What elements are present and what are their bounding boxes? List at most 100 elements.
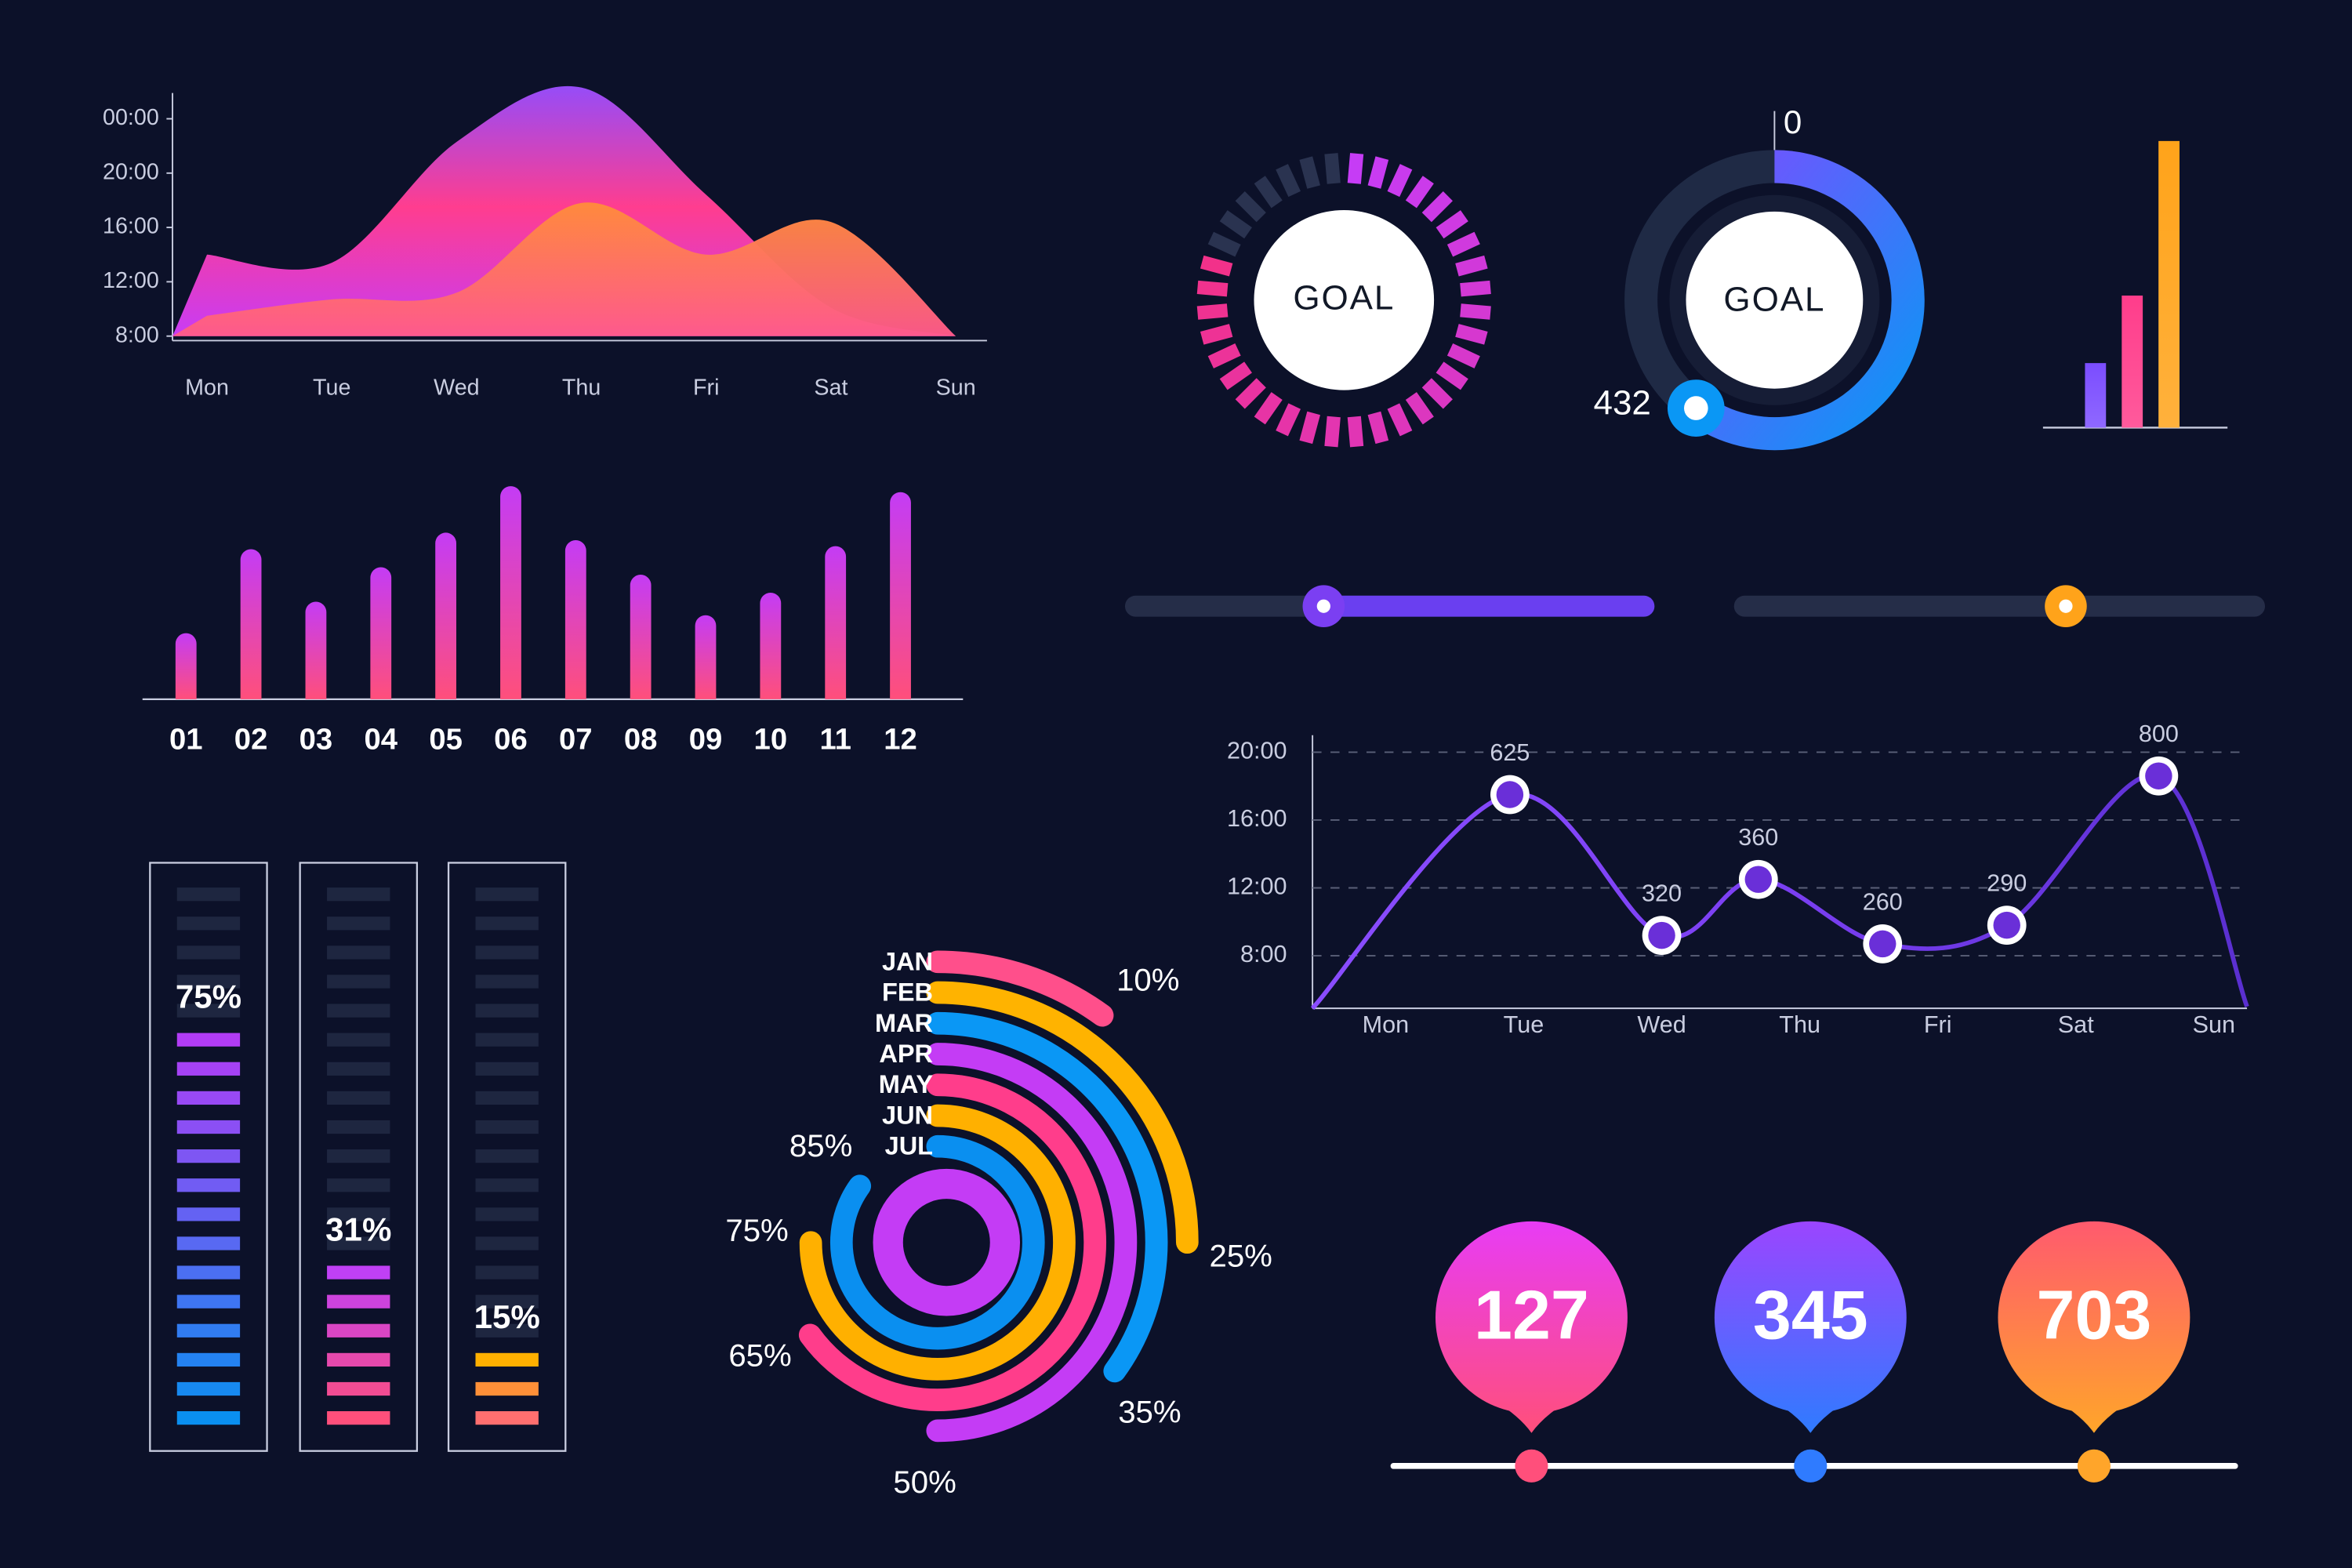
percent-label: 75% xyxy=(725,1213,788,1248)
radial-arc xyxy=(926,1043,1138,1443)
point-label: 320 xyxy=(1642,880,1682,907)
level-segment xyxy=(176,1236,241,1250)
gauge-value: 432 xyxy=(1593,383,1650,422)
point xyxy=(1744,866,1773,893)
gauge-segment xyxy=(1405,176,1434,209)
level-segment xyxy=(176,887,241,902)
level-segment xyxy=(176,916,241,931)
pin-value: 127 xyxy=(1474,1276,1589,1353)
bar xyxy=(564,539,586,699)
gauge-segment xyxy=(1421,378,1453,409)
y-tick-label: 20:00 xyxy=(103,159,159,184)
gauge-segment xyxy=(1324,416,1341,448)
gauge-segment xyxy=(1196,303,1229,320)
x-tick-label: Fri xyxy=(693,375,719,400)
y-tick-label: 12:00 xyxy=(103,268,159,293)
gauge-segment xyxy=(1455,255,1488,277)
level-segment xyxy=(327,1323,390,1338)
pin-tip xyxy=(1741,1383,1880,1433)
level-segment xyxy=(475,1062,539,1076)
bar xyxy=(825,546,847,699)
level-segment xyxy=(176,1091,241,1105)
level-segment xyxy=(327,1411,390,1425)
pin-tip xyxy=(1462,1383,1601,1433)
level-segment xyxy=(327,1178,390,1192)
goal-label: GOAL xyxy=(1723,280,1825,318)
gauge-start-label: 0 xyxy=(1784,103,1802,140)
x-tick-label: Tue xyxy=(313,375,350,400)
level-segment xyxy=(176,1352,241,1367)
level-segment xyxy=(475,1352,539,1367)
pin-value: 345 xyxy=(1753,1276,1868,1353)
gauge-segment xyxy=(1405,392,1434,425)
gauge-segment xyxy=(1421,191,1453,223)
level-segment xyxy=(475,1004,539,1018)
bar xyxy=(305,601,327,699)
level-segment xyxy=(475,1120,539,1134)
gauge-segment xyxy=(1446,231,1480,257)
level-label: 15% xyxy=(474,1298,540,1335)
goal-label: GOAL xyxy=(1293,278,1395,317)
point xyxy=(1869,930,1896,958)
gauge-segment xyxy=(1235,378,1266,409)
y-tick-label: 8:00 xyxy=(115,322,159,347)
timeline-dot xyxy=(1515,1449,1548,1483)
gauge-segment xyxy=(1436,361,1468,390)
radial-arc xyxy=(926,981,1199,1254)
level-segment xyxy=(176,1004,241,1018)
gauge-segment xyxy=(1219,361,1252,390)
gauge-segment xyxy=(1347,153,1364,184)
percent-label: 65% xyxy=(728,1338,791,1373)
level-label: 75% xyxy=(176,978,241,1015)
level-segment xyxy=(327,1294,390,1308)
y-tick-label: 00:00 xyxy=(103,105,159,130)
radial-arc xyxy=(926,1011,1168,1383)
level-segment xyxy=(176,946,241,960)
x-tick-label: Mon xyxy=(185,375,229,400)
level-segment xyxy=(176,975,241,989)
level-segment xyxy=(327,1352,390,1367)
x-tick-label: 11 xyxy=(819,723,851,757)
level-segment xyxy=(475,887,539,902)
level-segment xyxy=(176,1381,241,1396)
level-segment xyxy=(327,975,390,989)
level-segment xyxy=(475,975,539,989)
gauge-segment xyxy=(1200,324,1233,345)
bar xyxy=(2122,296,2143,428)
gauge-segment xyxy=(1460,303,1491,320)
level-segment xyxy=(327,1149,390,1163)
level-segment xyxy=(176,1265,241,1279)
level-label: 31% xyxy=(325,1211,391,1248)
percent-label: 50% xyxy=(893,1465,956,1500)
percent-label: 35% xyxy=(1118,1395,1181,1430)
point-label: 290 xyxy=(1987,870,2027,897)
month-label: JUL xyxy=(885,1132,933,1160)
radial-arc xyxy=(799,1104,1076,1381)
bar xyxy=(695,615,717,699)
bar xyxy=(760,592,782,699)
point xyxy=(1496,781,1524,808)
level-segment xyxy=(327,1033,390,1047)
x-tick-label: Sat xyxy=(2058,1011,2094,1038)
level-segment xyxy=(475,1265,539,1279)
level-segment xyxy=(327,887,390,902)
level-segment xyxy=(176,1033,241,1047)
level-segment xyxy=(176,1323,241,1338)
x-tick-label: 03 xyxy=(299,723,333,757)
level-segment xyxy=(475,916,539,931)
x-tick-label: Wed xyxy=(434,375,479,400)
level-segment xyxy=(176,1411,241,1425)
level-segment xyxy=(327,1004,390,1018)
x-tick-label: Sun xyxy=(2193,1011,2235,1038)
x-tick-label: 09 xyxy=(689,723,723,757)
bar xyxy=(2085,363,2107,428)
goal-circle xyxy=(1254,209,1435,390)
gauge-segment xyxy=(1387,164,1413,198)
x-tick-label: Fri xyxy=(1924,1011,1952,1038)
gauge-progress xyxy=(1686,150,1925,451)
gauge-segment xyxy=(1460,280,1491,297)
gauge-segment xyxy=(1347,416,1364,448)
gauge-segment xyxy=(1235,191,1266,223)
y-tick-label: 20:00 xyxy=(1227,738,1287,764)
month-label: APR xyxy=(879,1040,933,1068)
